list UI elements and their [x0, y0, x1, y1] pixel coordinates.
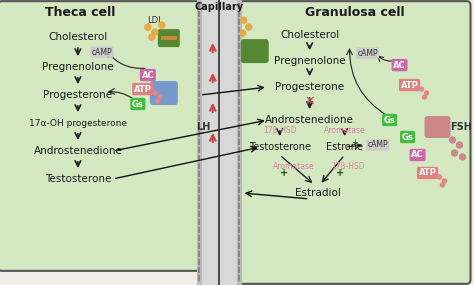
- Text: Granulosa cell: Granulosa cell: [305, 6, 404, 19]
- Text: FSH: FSH: [451, 122, 473, 132]
- Text: cAMP: cAMP: [357, 49, 378, 58]
- Circle shape: [419, 87, 424, 91]
- Circle shape: [145, 24, 151, 30]
- Circle shape: [452, 150, 457, 156]
- Text: Gs: Gs: [384, 115, 395, 125]
- Circle shape: [149, 34, 155, 40]
- Circle shape: [456, 142, 463, 148]
- FancyBboxPatch shape: [150, 81, 178, 105]
- Circle shape: [152, 29, 158, 35]
- FancyBboxPatch shape: [425, 116, 450, 138]
- Bar: [161, 36, 177, 40]
- Circle shape: [158, 95, 162, 99]
- Circle shape: [422, 95, 427, 99]
- Text: Aromatase: Aromatase: [324, 125, 365, 135]
- FancyBboxPatch shape: [0, 1, 201, 271]
- Circle shape: [246, 24, 252, 30]
- Text: LDL: LDL: [147, 16, 163, 25]
- Circle shape: [449, 137, 456, 143]
- Text: Testosterone: Testosterone: [249, 142, 310, 152]
- Circle shape: [425, 91, 428, 95]
- Text: ATP: ATP: [401, 81, 419, 89]
- Text: ✕: ✕: [304, 95, 315, 107]
- Text: Estradiol: Estradiol: [295, 188, 341, 198]
- Text: Gs: Gs: [132, 99, 144, 109]
- Text: Androstenedione: Androstenedione: [265, 115, 354, 125]
- Circle shape: [241, 17, 247, 23]
- Text: Testosterone: Testosterone: [45, 174, 111, 184]
- Text: AC: AC: [142, 71, 154, 80]
- Circle shape: [156, 99, 160, 103]
- Text: 17β-HSD: 17β-HSD: [331, 162, 365, 172]
- Text: 17β-HSD: 17β-HSD: [263, 125, 297, 135]
- Text: LH: LH: [197, 122, 211, 132]
- Text: Pregnenolone: Pregnenolone: [274, 56, 346, 66]
- Text: Progesterone: Progesterone: [275, 82, 344, 92]
- Text: 17α-OH progesterone: 17α-OH progesterone: [29, 119, 127, 127]
- Text: Theca cell: Theca cell: [45, 6, 115, 19]
- Text: +: +: [351, 137, 358, 146]
- Bar: [197, 0, 202, 285]
- FancyBboxPatch shape: [238, 1, 471, 284]
- Circle shape: [440, 183, 445, 187]
- Text: +: +: [336, 168, 344, 178]
- Text: cAMP: cAMP: [91, 48, 112, 57]
- Text: Capillary: Capillary: [194, 2, 243, 12]
- Bar: [237, 0, 242, 285]
- FancyBboxPatch shape: [158, 29, 180, 47]
- Text: Pregnenolone: Pregnenolone: [42, 62, 114, 72]
- Circle shape: [443, 179, 447, 183]
- Text: Androstenedione: Androstenedione: [34, 146, 122, 156]
- Bar: [197, 0, 242, 285]
- Text: +: +: [280, 168, 288, 178]
- Text: Aromatase: Aromatase: [273, 162, 314, 172]
- Text: Progesterone: Progesterone: [43, 90, 112, 100]
- Circle shape: [459, 154, 465, 160]
- Text: Gs: Gs: [401, 133, 413, 142]
- FancyBboxPatch shape: [241, 39, 269, 63]
- Circle shape: [159, 22, 165, 28]
- Text: Cholesterol: Cholesterol: [48, 32, 108, 42]
- Text: ATP: ATP: [419, 168, 437, 178]
- Text: Cholesterol: Cholesterol: [280, 30, 339, 40]
- Text: ATP: ATP: [134, 85, 152, 93]
- Text: AC: AC: [411, 150, 424, 160]
- Circle shape: [240, 30, 246, 36]
- Text: Estrone: Estrone: [326, 142, 363, 152]
- Text: cAMP: cAMP: [368, 141, 388, 150]
- Circle shape: [153, 91, 157, 95]
- Circle shape: [438, 175, 441, 179]
- Text: AC: AC: [393, 61, 406, 70]
